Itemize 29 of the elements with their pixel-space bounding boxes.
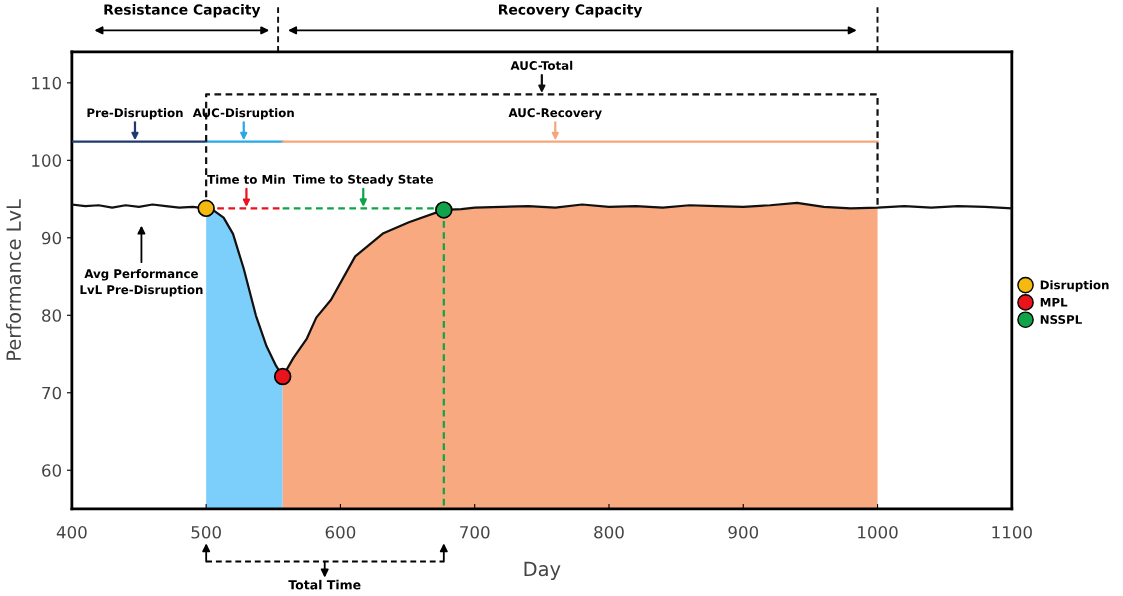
text: Resistance Capacity: [104, 4, 261, 18]
legend-label: Disruption: [1040, 280, 1109, 292]
x-tick-label: 800: [594, 525, 624, 539]
text: Total Time: [288, 579, 361, 590]
annotation: Time to Steady State: [293, 174, 433, 187]
annotation: Pre-Disruption: [87, 108, 183, 120]
x-tick-label: 1000: [858, 525, 898, 539]
y-tick-label: 100: [32, 154, 62, 167]
y-tick-label: 80: [42, 309, 62, 322]
y-tick-label: 90: [41, 231, 62, 245]
x-tick-label: 600: [325, 525, 356, 539]
annotation: Time to Min: [207, 174, 285, 184]
annotation: AUC-Disruption: [192, 108, 294, 120]
y-axis-title: Performance LvL: [5, 199, 22, 360]
text: Recovery Capacity: [498, 4, 643, 18]
legend-label: NSSPL: [1040, 315, 1082, 325]
y-tick-label: 70: [42, 386, 62, 400]
x-tick-label: 1100: [992, 525, 1032, 539]
x-tick-label: 900: [728, 525, 759, 539]
x-axis-title: Day: [524, 561, 561, 581]
x-tick-label: 400: [56, 525, 87, 539]
annotation: AUC-Recovery: [508, 108, 602, 120]
annotation: AUC-Total: [510, 60, 573, 70]
x-tick-label: 700: [460, 525, 490, 539]
annotation: Avg Performance LvL Pre-Disruption: [80, 268, 203, 297]
legend-label: MPL: [1040, 297, 1068, 307]
x-tick-label: 500: [191, 525, 221, 539]
y-tick-label: 110: [32, 76, 62, 90]
y-tick-label: 60: [42, 464, 62, 477]
